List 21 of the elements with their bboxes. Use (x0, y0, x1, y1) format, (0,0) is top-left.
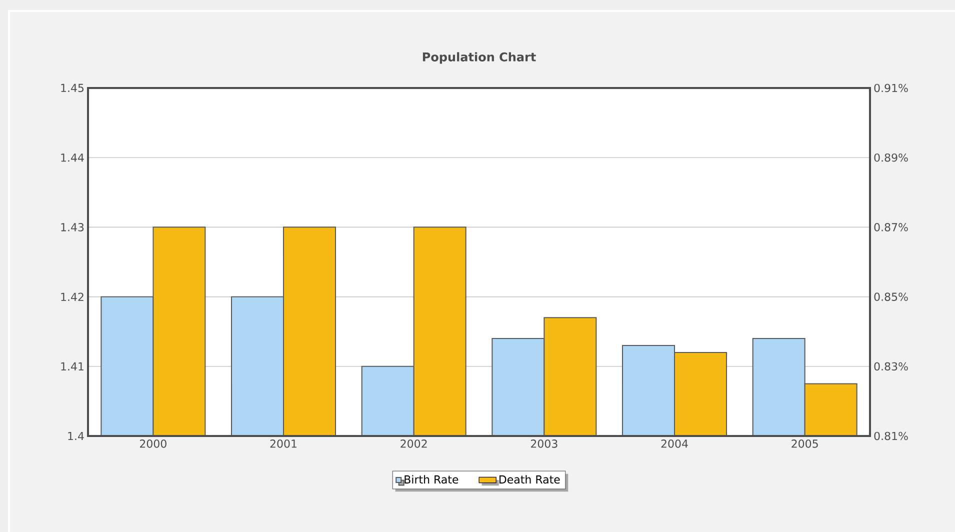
x-tick-label: 2000 (140, 440, 166, 448)
x-tick-label: 2001 (270, 440, 296, 448)
x-tick-label: 2005 (792, 440, 818, 448)
y2-tick-label: 0.85% (874, 292, 908, 301)
legend-label: Birth Rate (404, 475, 458, 484)
y2-tick-label: 0.83% (874, 362, 908, 371)
y2-tick-label: 0.81% (874, 432, 908, 440)
y2-tick-label: 0.87% (874, 223, 908, 232)
chart-title: Population Chart (422, 52, 536, 64)
y-tick-label: 1.44 (61, 154, 84, 162)
y-tick-label: 1.43 (61, 223, 84, 232)
y-tick-label: 1.41 (61, 362, 84, 370)
y-tick-label: 1.42 (61, 292, 84, 301)
y-tick-label: 1.4 (68, 432, 84, 440)
y-tick-label: 1.45 (61, 84, 84, 92)
y2-tick-label: 0.91% (874, 84, 908, 92)
x-tick-label: 2003 (530, 440, 558, 448)
y2-tick-label: 0.89% (874, 153, 908, 162)
x-tick-label: 2004 (661, 440, 688, 448)
legend-label: Death Rate (499, 475, 560, 484)
x-tick-label: 2002 (400, 440, 427, 448)
